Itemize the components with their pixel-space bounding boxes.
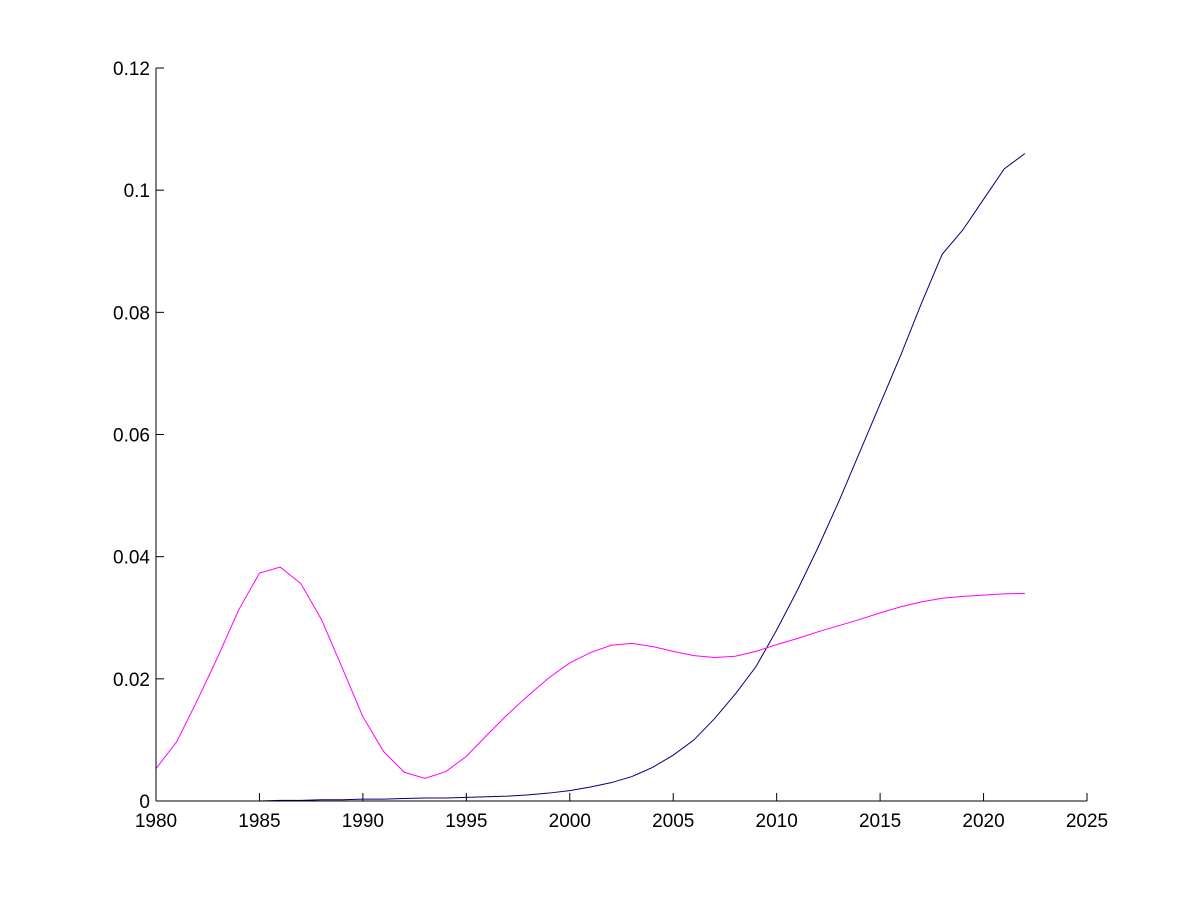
x-tick-label: 1990 — [342, 811, 384, 832]
x-tick-label: 2015 — [859, 811, 901, 832]
y-tick-label: 0.08 — [113, 303, 150, 324]
x-tick-label: 1995 — [445, 811, 487, 832]
x-tick-label: 2020 — [962, 811, 1004, 832]
axes: 1980 1985 1990 1995 2000 2005 2010 2015 2020 2025… — [113, 59, 1108, 832]
y-tick-label: 0.02 — [113, 670, 150, 691]
x-tick-label: 2025 — [1066, 811, 1108, 832]
y-tick-label: 0 — [139, 792, 150, 813]
x-tick-label: 2000 — [549, 811, 591, 832]
x-tick-label: 1985 — [238, 811, 280, 832]
x-tick-label: 2005 — [652, 811, 694, 832]
series-group — [155, 153, 1026, 802]
x-tick-label: 1980 — [135, 811, 177, 832]
y-tick-label: 0.06 — [113, 426, 150, 447]
y-tick-label: 0.1 — [124, 181, 150, 202]
series-line-2 — [155, 566, 1025, 779]
y-tick-label: 0.04 — [113, 548, 150, 569]
y-tick-label: 0.12 — [113, 59, 150, 80]
x-tick-label: 2010 — [756, 811, 798, 832]
series-line-1 — [156, 153, 1026, 802]
